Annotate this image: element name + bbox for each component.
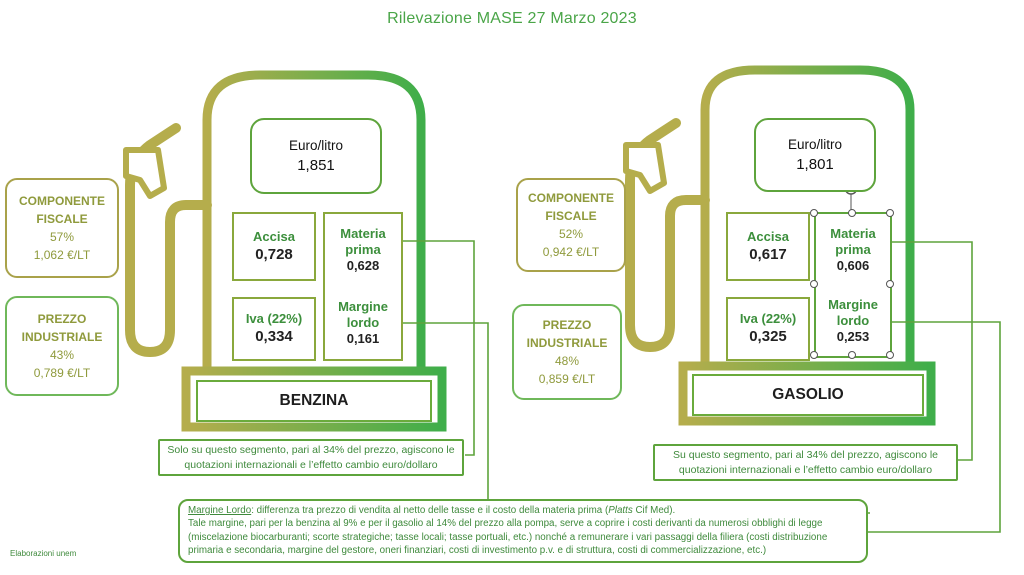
benzina-industriale-value: 0,789 €/LT [33,366,91,380]
benzina-industriale-title-1: PREZZO [37,312,87,326]
gasolio-fiscale-pct: 52% [558,227,584,241]
gasolio-iva-value: 0,325 [749,328,787,345]
margin-note-line1-a: : differenza tra prezzo di vendita al ne… [251,505,609,516]
gasolio-name-label: GASOLIO [692,374,924,416]
gasolio-fiscale-title-1: COMPONENTE [527,191,614,205]
margin-note-line4: primaria e secondaria, margine del gesto… [188,545,767,557]
margin-note-line1-b: Cif Med). [632,505,676,516]
margine-lordo-note: Margine Lordo: differenza tra prezzo di … [178,499,868,563]
gasolio-materia-value: 0,606 [836,257,870,273]
benzina-componente-fiscale-box: COMPONENTE FISCALE 57% 1,062 €/LT [5,178,119,278]
gasolio-accisa-label: Accisa [747,228,789,244]
gasolio-segment-note-line2: quotazioni internazionali e l’effetto ca… [678,463,933,476]
benzina-segment-note-line1: Solo su questo segmento, pari al 34% del… [167,443,455,456]
gasolio-industrial-cell[interactable]: Materia prima 0,606 Margine lordo 0,253 [814,212,892,358]
gasolio-accisa-cell: Accisa 0,617 [726,212,810,281]
margin-note-label: Margine Lordo [188,505,252,516]
gasolio-margine-label-2: lordo [836,312,870,328]
benzina-accisa-label: Accisa [253,228,295,244]
gasolio-fiscale-value: 0,942 €/LT [542,245,600,259]
gasolio-nozzle-icon [623,142,667,194]
gasolio-industriale-title-1: PREZZO [542,318,592,332]
gasolio-prezzo-industriale-box: PREZZO INDUSTRIALE 48% 0,859 €/LT [512,304,622,400]
benzina-fiscale-title-2: FISCALE [36,212,88,226]
gasolio-fiscale-title-2: FISCALE [545,209,597,223]
benzina-industrial-cell: Materia prima 0,628 Margine lordo 0,161 [323,212,403,361]
selection-handle-tc[interactable] [848,209,856,217]
selection-handle-mr[interactable] [886,280,894,288]
gasolio-iva-cell: Iva (22%) 0,325 [726,297,810,361]
gasolio-materia-label-2: prima [835,241,871,257]
benzina-pump-shape [123,70,447,432]
gasolio-margine-label-1: Margine [828,296,878,312]
benzina-iva-label: Iva (22%) [245,311,303,326]
benzina-materia-value: 0,628 [346,258,380,274]
gasolio-industriale-pct: 48% [554,354,580,368]
gasolio-industriale-value: 0,859 €/LT [538,372,596,386]
benzina-accisa-cell: Accisa 0,728 [232,212,316,281]
selection-handle-tl[interactable] [810,209,818,217]
benzina-industriale-pct: 43% [49,348,75,362]
benzina-iva-value: 0,334 [255,328,293,345]
benzina-prezzo-industriale-box: PREZZO INDUSTRIALE 43% 0,789 €/LT [5,296,119,396]
benzina-price-value: 1,851 [297,157,335,174]
selection-handle-ml[interactable] [810,280,818,288]
benzina-materia-label-2: prima [345,242,381,258]
gasolio-pump-base [678,361,936,426]
margin-note-line3: (miscelazione biocarburanti; scorte stra… [188,531,828,543]
gasolio-componente-fiscale-box: COMPONENTE FISCALE 52% 0,942 €/LT [516,178,626,272]
gasolio-accisa-value: 0,617 [749,245,787,263]
benzina-nozzle-icon [123,147,167,199]
benzina-pump-base [181,366,447,432]
benzina-iva-cell: Iva (22%) 0,334 [232,297,316,361]
margin-note-line1: Margine Lordo: differenza tra prezzo di … [188,504,858,517]
benzina-margine-value: 0,161 [346,330,380,346]
benzina-fiscale-pct: 57% [49,230,75,244]
selection-handle-bl[interactable] [810,351,818,359]
gasolio-industriale-title-2: INDUSTRIALE [526,336,608,350]
benzina-margine-label-2: lordo [346,314,380,330]
benzina-price-label: Euro/litro [288,138,344,153]
gasolio-price-box: Euro/litro 1,801 [754,118,876,192]
benzina-segment-note-line2: quotazioni internazionali e l’effetto ca… [184,458,438,471]
selection-handle-bc[interactable] [848,351,856,359]
benzina-margine-label-1: Margine [338,298,388,314]
gasolio-segment-note-line1: Su questo segmento, pari al 34% del prez… [673,448,938,461]
benzina-segment-note: Solo su questo segmento, pari al 34% del… [158,439,464,476]
gasolio-margine-value: 0,253 [836,328,870,344]
gasolio-materia-label-1: Materia [830,225,876,241]
gasolio-iva-label: Iva (22%) [739,311,797,326]
gasolio-price-value: 1,801 [796,156,834,173]
margin-note-line1-italic: Platts [608,505,633,516]
benzina-name-label: BENZINA [196,380,432,422]
gasolio-segment-note: Su questo segmento, pari al 34% del prez… [653,444,958,481]
page-title: Rilevazione MASE 27 Marzo 2023 [387,10,637,27]
margin-note-line2: Tale margine, pari per la benzina al 9% … [188,518,823,530]
benzina-price-box: Euro/litro 1,851 [250,118,382,194]
benzina-materia-label-1: Materia [340,226,386,242]
benzina-fiscale-title-1: COMPONENTE [18,194,105,208]
selection-handle-br[interactable] [886,351,894,359]
credit-label: Elaborazioni unem [10,549,77,558]
benzina-industriale-title-2: INDUSTRIALE [21,330,103,344]
selection-handle-tr[interactable] [886,209,894,217]
gasolio-price-label: Euro/litro [787,137,843,152]
benzina-fiscale-value: 1,062 €/LT [33,248,91,262]
gasolio-pump-shape [623,65,936,426]
benzina-accisa-value: 0,728 [255,245,293,263]
